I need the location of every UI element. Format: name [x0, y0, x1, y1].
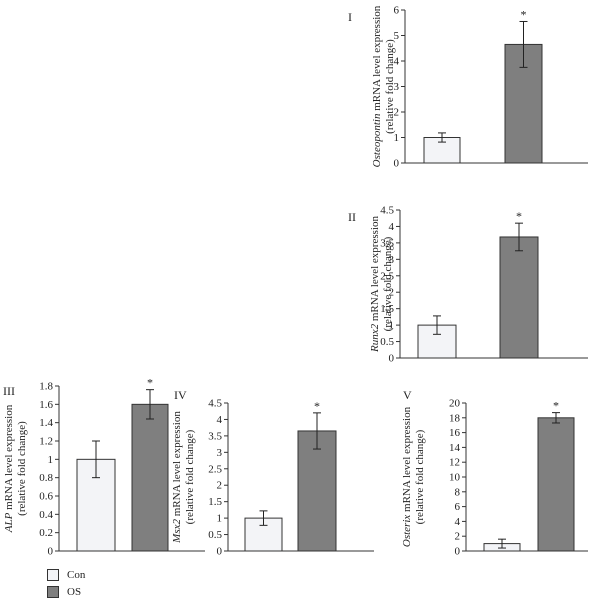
y-axis-label-units: (relative fold change) [382, 236, 394, 331]
y-tick-label: 4.5 [380, 205, 394, 217]
y-tick-label: 4 [217, 414, 223, 426]
significance-marker: * [516, 209, 522, 223]
bar-os [499, 236, 539, 359]
legend-label-con: Con [67, 569, 86, 581]
y-axis-label: Osterix mRNA level expression [401, 406, 413, 547]
y-tick-label: 2.5 [380, 270, 394, 282]
y-tick-label: 0.2 [39, 527, 53, 539]
panel-label: V [403, 388, 412, 402]
y-tick-label: 2 [389, 287, 395, 299]
y-tick-label: 1.6 [39, 399, 53, 411]
chart-panel-v: V 0 2 4 6 8 10 12 14 16 18 20 * Osterix mRNA level ex… [401, 388, 588, 558]
legend-swatch-con [47, 569, 59, 581]
chart-panel-iii: III 0 0.2 0.4 0.6 0.8 1 1.2 1.4 1.6 1.8 * ALP mRNA l… [3, 376, 205, 558]
y-axis-label: Runx2 mRNA level expression [369, 216, 381, 353]
y-axis-label: Osteopontin mRNA level expression [371, 5, 383, 167]
y-tick-label: 12 [449, 457, 460, 469]
y-tick-label: 1.2 [39, 436, 53, 448]
y-tick-label: 0 [217, 546, 223, 558]
y-tick-label: 2 [217, 480, 223, 492]
legend-item-con: Con [47, 568, 85, 582]
y-axis-label-units: (relative fold change) [184, 429, 196, 524]
y-tick-label: 2.5 [208, 463, 222, 475]
panel-label: IV [174, 388, 187, 402]
significance-marker: * [553, 399, 559, 413]
bar-os [297, 430, 337, 552]
y-tick-label: 8 [455, 486, 461, 498]
y-axis-label-units: (relative fold change) [16, 421, 28, 516]
panel-label: I [348, 10, 352, 24]
y-tick-label: 4 [389, 221, 395, 233]
y-axis-label: Msx2 mRNA level expression [171, 411, 183, 544]
y-tick-label: 4 [455, 516, 461, 528]
significance-marker: * [314, 399, 320, 413]
y-axis-label: ALP mRNA level expression [3, 404, 15, 533]
y-tick-label: 2 [455, 531, 461, 543]
y-tick-label: 0 [389, 353, 395, 365]
y-tick-label: 1.5 [380, 303, 394, 315]
panel-label: III [3, 384, 15, 398]
legend-swatch-os [47, 586, 59, 598]
bar-os [131, 403, 169, 552]
y-tick-label: 18 [449, 412, 461, 424]
y-tick-label: 1 [389, 320, 395, 332]
y-tick-label: 3 [217, 447, 223, 459]
legend: Con OS [47, 568, 85, 602]
chart-panel-i: I 0 1 2 3 4 5 6 * Osteopontin mRNA level expressi… [348, 5, 588, 170]
panel-label: II [348, 210, 356, 224]
y-tick-label: 0.4 [39, 509, 53, 521]
y-tick-label: 0.5 [208, 529, 222, 541]
y-tick-label: 3.5 [380, 237, 394, 249]
y-tick-label: 1 [394, 132, 400, 144]
y-tick-label: 5 [394, 30, 400, 42]
legend-label-os: OS [67, 586, 82, 598]
y-tick-label: 3 [389, 254, 395, 266]
y-tick-label: 1.5 [208, 496, 222, 508]
y-tick-label: 2 [394, 107, 400, 119]
y-tick-label: 0 [394, 158, 400, 170]
y-tick-label: 6 [455, 501, 461, 513]
y-axis-label-units: (relative fold change) [414, 429, 426, 524]
y-tick-label: 0 [455, 546, 461, 558]
y-tick-label: 0.5 [380, 336, 394, 348]
significance-marker: * [521, 7, 527, 21]
y-tick-label: 0.8 [39, 472, 53, 484]
y-tick-label: 1.4 [39, 417, 53, 429]
chart-panel-ii: II 0 0.5 1 1.5 2 2.5 3 3.5 4 4.5 * Runx2 mRNA level … [348, 205, 588, 365]
bar-os [537, 417, 575, 552]
y-tick-label: 0 [48, 546, 54, 558]
y-tick-label: 10 [449, 472, 461, 484]
y-tick-label: 4.5 [208, 398, 222, 410]
chart-panel-iv: IV 0 0.5 1 1.5 2 2.5 3 3.5 4 4.5 * Msx2 mRNA level e… [171, 388, 374, 558]
y-tick-label: 16 [449, 427, 461, 439]
legend-item-os: OS [47, 585, 85, 599]
y-tick-label: 20 [449, 398, 461, 410]
y-tick-label: 1 [48, 454, 54, 466]
y-tick-label: 14 [449, 442, 461, 454]
significance-marker: * [147, 376, 153, 390]
y-tick-label: 0.6 [39, 491, 53, 503]
y-axis-label-units: (relative fold change) [384, 39, 396, 134]
y-tick-label: 6 [394, 5, 400, 17]
y-tick-label: 3.5 [208, 430, 222, 442]
y-tick-label: 1.8 [39, 381, 53, 393]
y-tick-label: 3 [394, 81, 400, 93]
y-tick-label: 1 [217, 513, 223, 525]
y-tick-label: 4 [394, 56, 400, 68]
